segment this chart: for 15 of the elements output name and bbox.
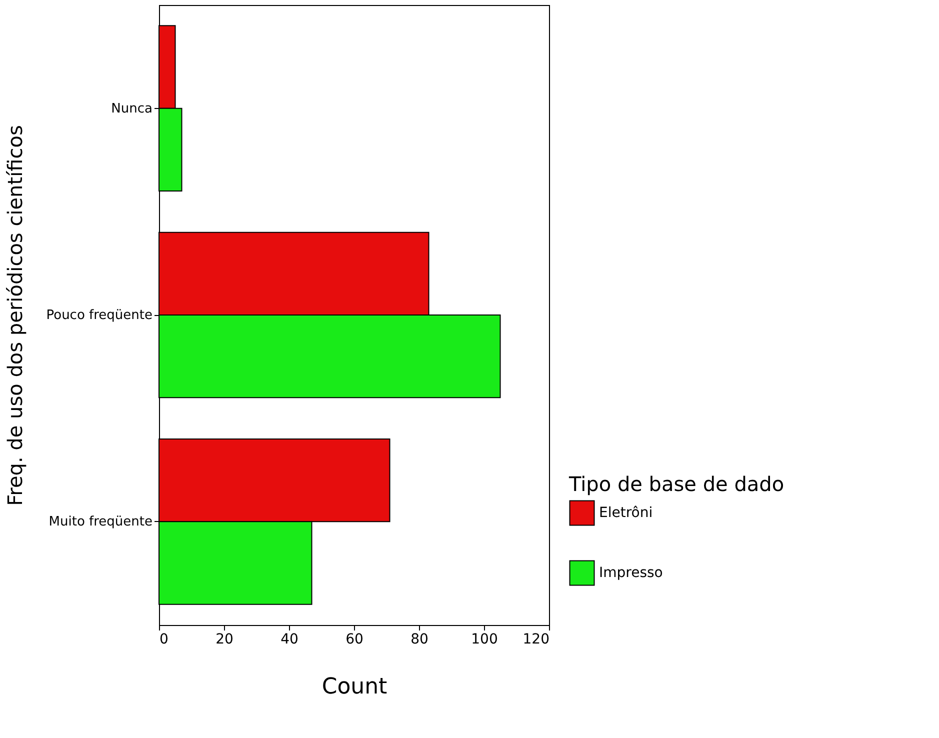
x-tick-label: 60	[346, 632, 364, 648]
x-tick-label: 20	[216, 632, 234, 648]
y-tick-label: Pouco freqüente	[46, 308, 152, 323]
y-tick-label: Nunca	[111, 101, 152, 116]
y-axis-title: Freq. de uso dos periódicos científicos	[3, 125, 28, 506]
x-tick-label: 0	[160, 632, 168, 648]
x-tick-label: 40	[280, 632, 298, 648]
x-tick-label: 100	[471, 632, 498, 648]
x-axis-title: Count	[322, 674, 388, 700]
y-tick-label: Muito freqüente	[48, 514, 152, 530]
legend-label: Eletrôni	[599, 505, 653, 521]
legend-title: Tipo de base de dado	[568, 472, 784, 496]
x-tick-label: 80	[410, 632, 428, 648]
x-tick-label: 120	[522, 632, 550, 648]
legend-label: Impresso	[599, 565, 663, 581]
